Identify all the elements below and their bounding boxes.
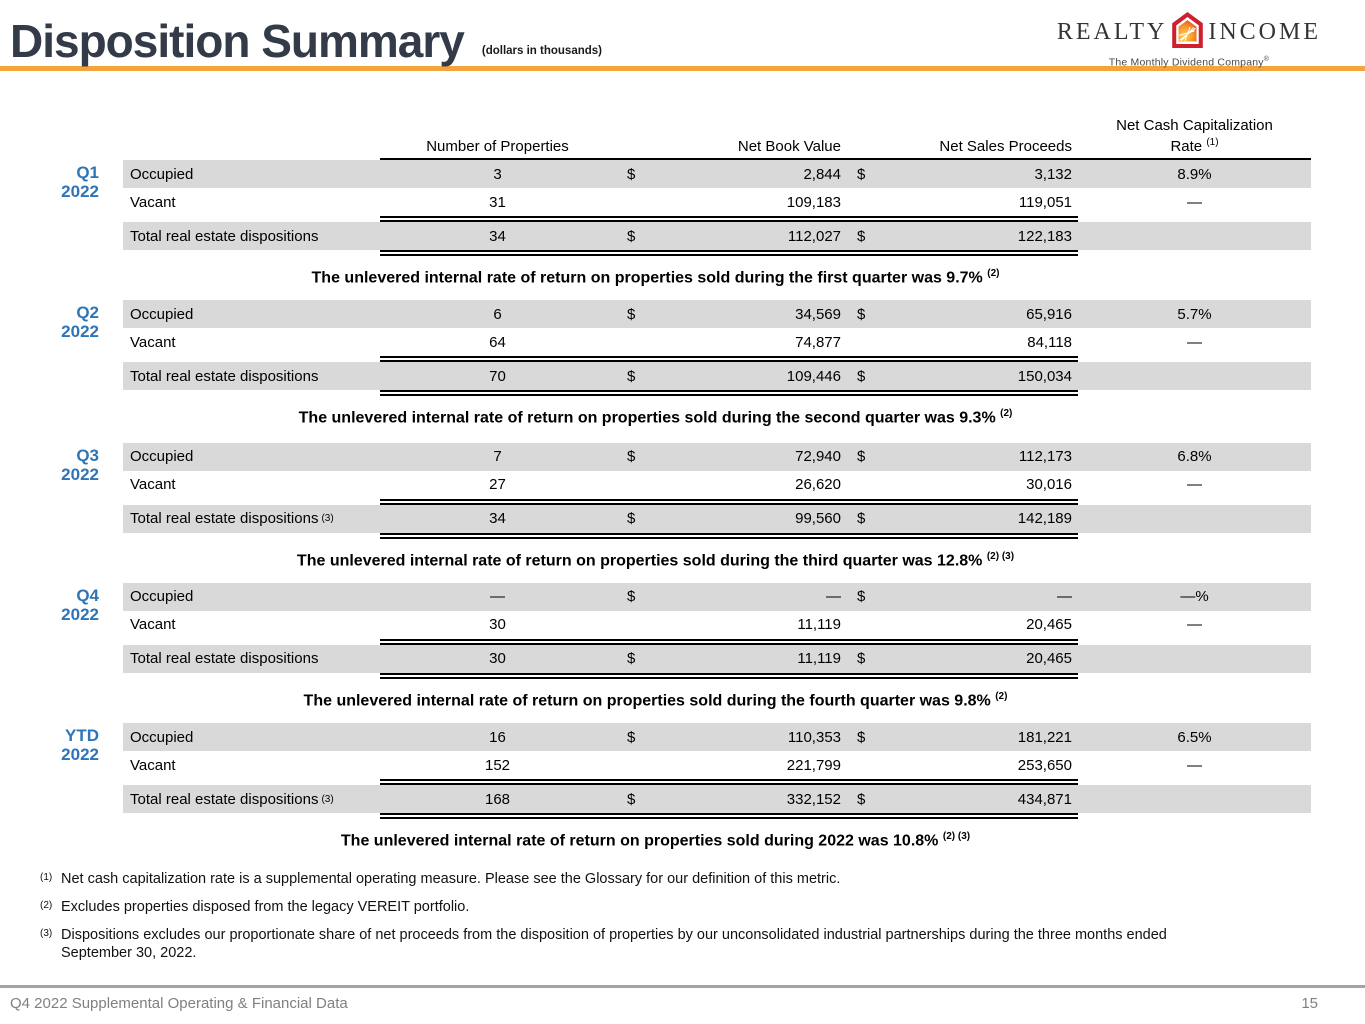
col-header-net-book-value: Net Book Value — [737, 138, 841, 155]
col-header-net-sales-proceeds: Net Sales Proceeds — [939, 138, 1072, 155]
quarter-block-q1: Q1 2022 Occupied 3 $ 2,844 $ 3,132 8.9% V… — [0, 160, 1365, 288]
footer-divider — [0, 985, 1365, 988]
period-label-q1: Q1 2022 — [61, 163, 99, 201]
table-row-occupied: Occupied 6 $ 34,569 $ 65,916 5.7% — [123, 300, 1311, 329]
period-label-q3: Q3 2022 — [61, 445, 99, 484]
units-note: (dollars in thousands) — [481, 45, 602, 57]
table-row-total: Total real estate dispositions 70 $ 109,… — [123, 362, 1311, 391]
period-label-q4: Q4 2022 — [61, 585, 99, 624]
total-rule — [123, 672, 1311, 679]
accent-divider-bar — [0, 66, 1365, 71]
period-label-ytd: YTD 2022 — [61, 726, 99, 765]
quarter-block-q2: Q2 2022 Occupied 6 $ 34,569 $ 65,916 5.7%… — [0, 300, 1365, 428]
table-row-vacant: Vacant 27 26,620 30,016 — — [130, 476, 1202, 494]
footer-document-title: Q4 2022 Supplemental Operating & Financi… — [10, 995, 348, 1012]
footer-page-number: 15 — [1301, 995, 1318, 1012]
table-row-vacant: Vacant 152 221,799 253,650 — — [130, 756, 1202, 774]
col-header-net-cash-cap-rate: Net Cash Capitalization Rate (1) — [1116, 117, 1273, 155]
page-header: Disposition Summary (dollars in thousand… — [0, 0, 1365, 69]
table-row-vacant: Vacant 31 109,183 119,051 — — [130, 193, 1202, 211]
subtotal-rule — [123, 356, 1311, 363]
table-row-vacant: Vacant 64 74,877 84,118 — — [130, 333, 1202, 351]
table-row-occupied: Occupied 7 $ 72,940 $ 112,173 6.8% — [123, 442, 1311, 471]
total-rule — [123, 813, 1311, 820]
col-header-number-of-properties: Number of Properties — [426, 138, 569, 155]
realty-income-logo: REALTY — [1057, 12, 1321, 69]
footnote-2: (2) Excludes properties disposed from the… — [40, 898, 470, 915]
table-row-occupied: Occupied 3 $ 2,844 $ 3,132 8.9% — [123, 160, 1311, 188]
footnote-3: (3) Dispositions excludes our proportiona… — [40, 926, 1167, 961]
subtotal-rule — [123, 216, 1311, 222]
column-header-row: Number of Properties Net Book Value Net … — [123, 117, 1311, 160]
table-row-occupied: Occupied 16 $ 110,353 $ 181,221 6.5% — [123, 723, 1311, 752]
table-row-occupied: Occupied — $ — $ — —% — [123, 582, 1311, 611]
total-rule — [123, 390, 1311, 397]
table-row-vacant: Vacant 30 11,119 20,465 — — [130, 616, 1202, 634]
total-rule — [123, 532, 1311, 539]
irr-note-q3: The unlevered internal rate of return on… — [296, 550, 1015, 569]
table-row-total: Total real estate dispositions (3) 168 $ … — [123, 785, 1311, 814]
quarter-block-ytd: YTD 2022 Occupied 16 $ 110,353 $ 181,221 … — [0, 723, 1365, 851]
footnotes: (1) Net cash capitalization rate is a sup… — [40, 870, 1365, 962]
disposition-tables: Number of Properties Net Book Value Net … — [0, 117, 1365, 962]
logo-word-realty: REALTY — [1056, 19, 1168, 45]
irr-note-q1: The unlevered internal rate of return on… — [311, 268, 1000, 287]
page-title: Disposition Summary — [10, 15, 465, 67]
page-footer: Q4 2022 Supplemental Operating & Financi… — [0, 985, 1365, 1012]
irr-note-q2: The unlevered internal rate of return on… — [298, 408, 1013, 427]
subtotal-rule — [123, 638, 1311, 645]
subtotal-rule — [123, 498, 1311, 505]
footnote-1: (1) Net cash capitalization rate is a sup… — [40, 870, 841, 887]
total-rule — [123, 250, 1311, 256]
logo-tagline: The Monthly Dividend Company® — [1108, 56, 1270, 69]
irr-note-q4: The unlevered internal rate of return on… — [303, 690, 1008, 710]
irr-note-ytd: The unlevered internal rate of return on… — [340, 831, 971, 850]
quarter-block-q4: Q4 2022 Occupied — $ — $ — —% Vacant 30 1… — [0, 582, 1365, 711]
subtotal-rule — [123, 779, 1311, 786]
house-icon — [1172, 12, 1204, 53]
table-row-total: Total real estate dispositions 30 $ 11,1… — [123, 644, 1311, 673]
period-label-q2: Q2 2022 — [61, 303, 99, 342]
table-row-total: Total real estate dispositions 34 $ 112,… — [123, 222, 1311, 250]
table-row-total: Total real estate dispositions (3) 34 $ 9… — [123, 504, 1311, 533]
logo-word-income: INCOME — [1208, 19, 1321, 45]
quarter-block-q3: Q3 2022 Occupied 7 $ 72,940 $ 112,173 6.8… — [0, 442, 1365, 571]
